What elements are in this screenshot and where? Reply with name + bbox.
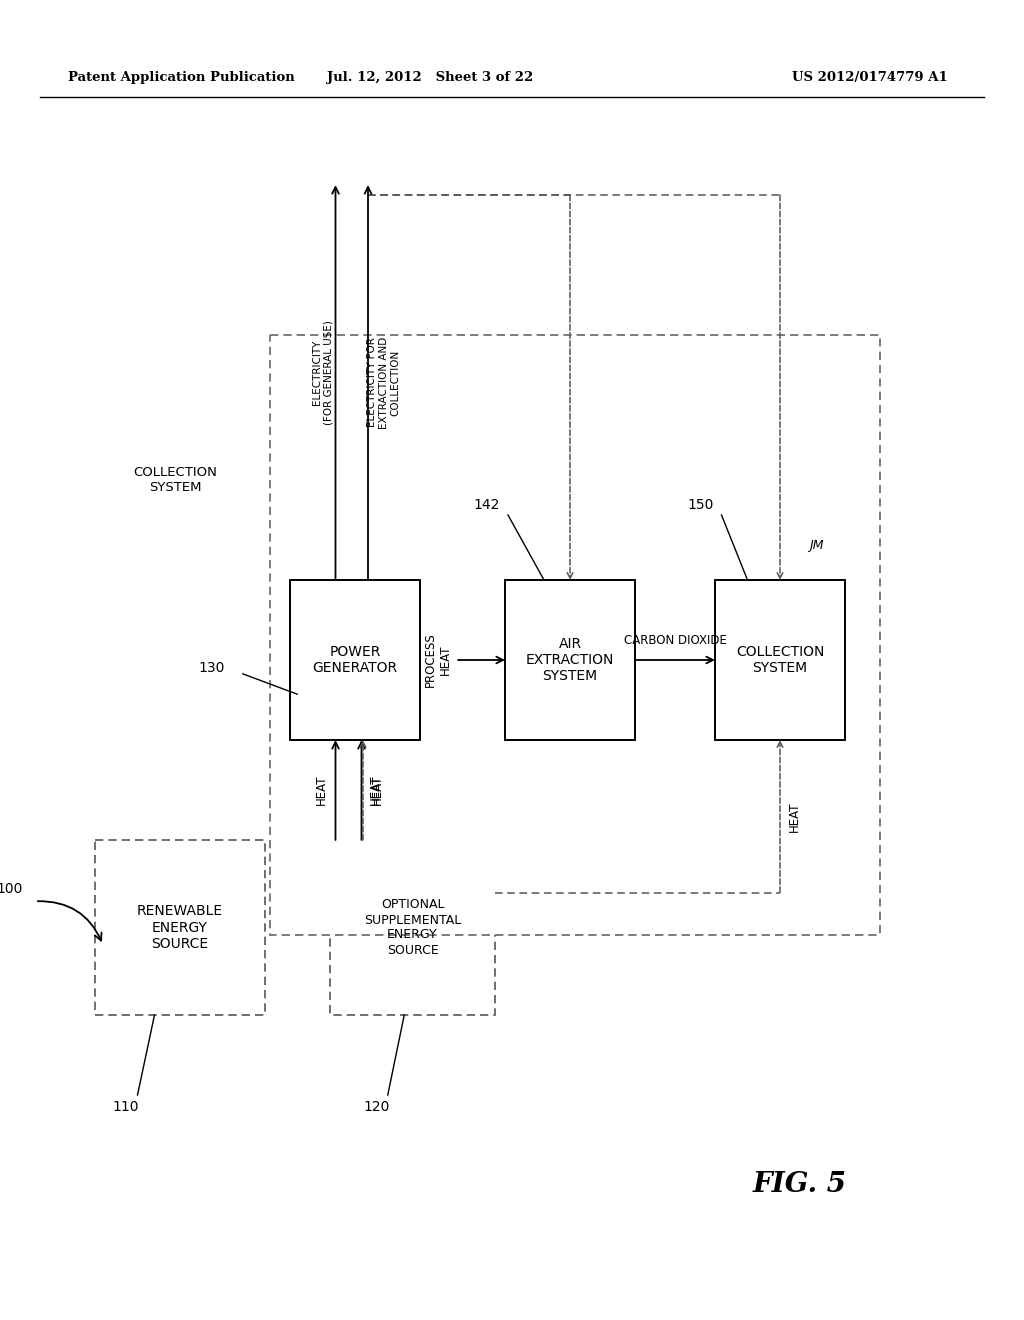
Text: HEAT: HEAT — [369, 775, 382, 805]
Text: ELECTRICITY
(FOR GENERAL USE): ELECTRICITY (FOR GENERAL USE) — [311, 319, 333, 425]
Bar — [505, 579, 635, 741]
Text: AIR
EXTRACTION
SYSTEM: AIR EXTRACTION SYSTEM — [525, 636, 614, 684]
Text: JM: JM — [809, 539, 823, 552]
Text: 110: 110 — [113, 1100, 139, 1114]
Text: RENEWABLE
ENERGY
SOURCE: RENEWABLE ENERGY SOURCE — [137, 904, 223, 950]
Text: US 2012/0174779 A1: US 2012/0174779 A1 — [793, 71, 948, 84]
Text: 142: 142 — [474, 498, 500, 512]
Text: POWER
GENERATOR: POWER GENERATOR — [312, 645, 397, 675]
Text: HEAT: HEAT — [371, 775, 384, 805]
Text: PROCESS
HEAT: PROCESS HEAT — [424, 632, 452, 688]
Text: 150: 150 — [687, 498, 714, 512]
Text: HEAT: HEAT — [315, 775, 328, 805]
Text: FIG. 5: FIG. 5 — [753, 1172, 847, 1199]
Text: OPTIONAL
SUPPLEMENTAL
ENERGY
SOURCE: OPTIONAL SUPPLEMENTAL ENERGY SOURCE — [364, 899, 461, 957]
Text: COLLECTION
SYSTEM: COLLECTION SYSTEM — [736, 645, 824, 675]
Bar — [330, 840, 495, 1015]
Text: ELECTRICITY FOR
EXTRACTION AND
COLLECTION: ELECTRICITY FOR EXTRACTION AND COLLECTIO… — [368, 337, 400, 429]
Text: 120: 120 — [364, 1100, 389, 1114]
Text: COLLECTION
SYSTEM: COLLECTION SYSTEM — [133, 466, 217, 494]
Bar — [95, 840, 265, 1015]
Text: CARBON DIOXIDE: CARBON DIOXIDE — [624, 634, 726, 647]
Text: 100: 100 — [0, 882, 23, 896]
Text: Patent Application Publication: Patent Application Publication — [68, 71, 295, 84]
Bar — [290, 579, 420, 741]
Text: HEAT: HEAT — [787, 801, 801, 832]
Bar — [715, 579, 845, 741]
Text: Jul. 12, 2012   Sheet 3 of 22: Jul. 12, 2012 Sheet 3 of 22 — [327, 71, 534, 84]
Bar — [270, 335, 880, 935]
Text: 130: 130 — [199, 661, 225, 675]
